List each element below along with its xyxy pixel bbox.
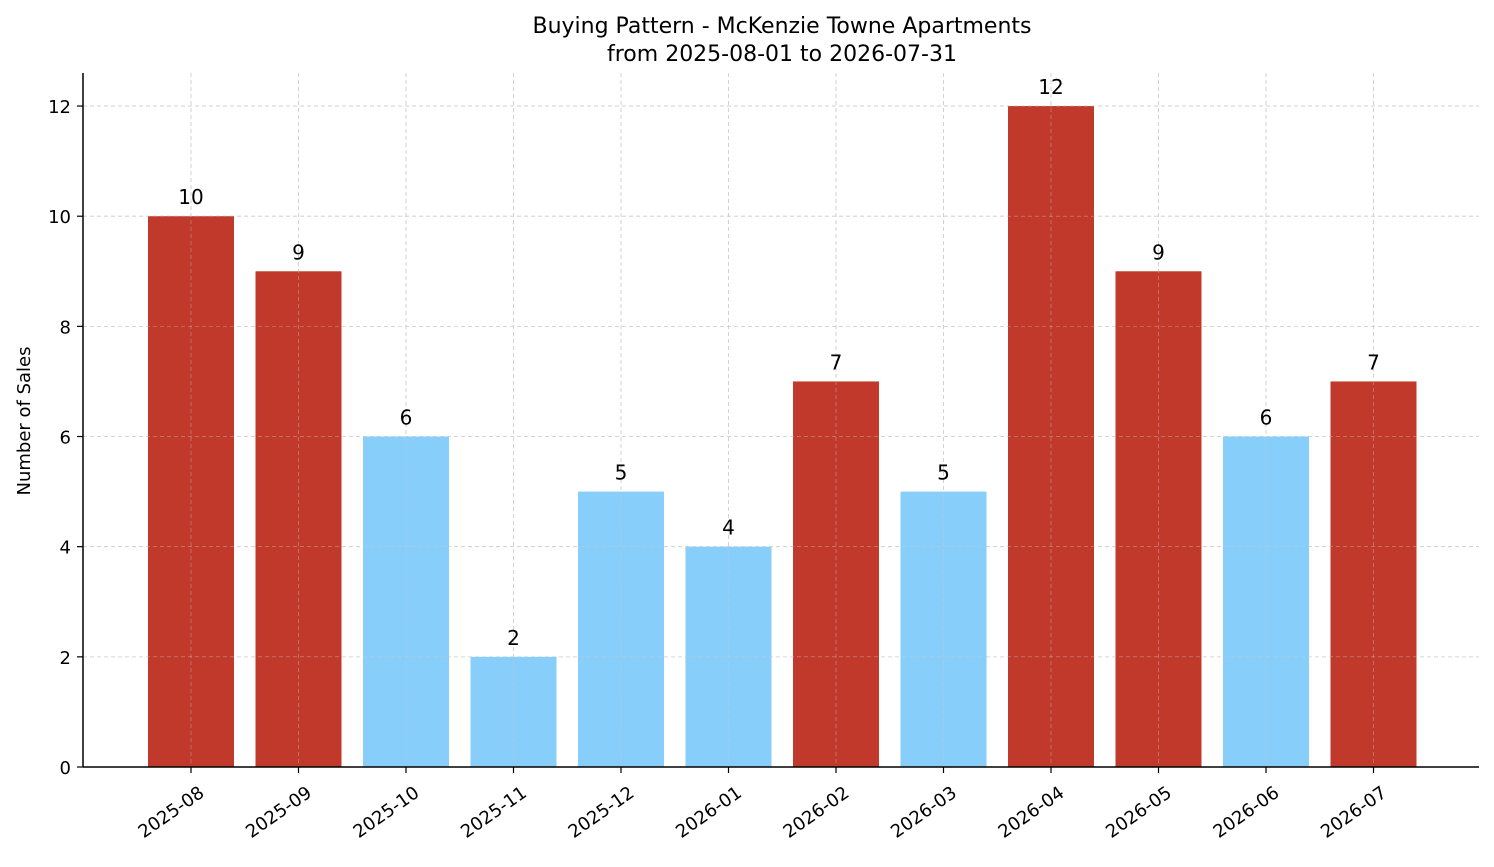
bar-value-label: 12 — [1038, 75, 1063, 99]
y-tick-label: 2 — [60, 648, 71, 669]
bar-value-label: 9 — [292, 240, 305, 264]
y-tick-label: 12 — [48, 97, 71, 118]
bar-value-label: 5 — [615, 461, 628, 485]
bar-value-label: 10 — [178, 185, 203, 209]
axes — [82, 73, 1479, 768]
bar-value-label: 6 — [400, 406, 413, 430]
x-tick-label: 2026-04 — [995, 782, 1069, 842]
x-tick-label: 2025-10 — [350, 782, 424, 842]
x-tick-label: 2026-01 — [672, 782, 746, 842]
y-tick-label: 8 — [60, 317, 71, 338]
x-tick-label: 2025-12 — [565, 782, 639, 842]
bar-value-label: 6 — [1260, 406, 1273, 430]
y-axis-label: Number of Sales — [14, 346, 35, 495]
data-labels: 10 9 6 2 5 4 7 5 12 9 6 7 — [178, 75, 1380, 650]
x-tick-label: 2026-05 — [1102, 782, 1176, 842]
bar-value-label: 2 — [507, 626, 520, 650]
x-tick-label: 2026-06 — [1210, 782, 1284, 842]
y-tick-label: 10 — [48, 207, 71, 228]
x-tick-label: 2025-11 — [457, 782, 531, 842]
chart-title: Buying Pattern - McKenzie Towne Apartmen… — [532, 14, 1031, 39]
bar-value-label: 4 — [722, 516, 735, 540]
y-tick-label: 0 — [60, 758, 71, 779]
bar-value-label: 7 — [830, 350, 843, 374]
x-tick-label: 2025-08 — [135, 782, 209, 842]
x-tick-label: 2026-07 — [1317, 782, 1391, 842]
bar-value-label: 5 — [937, 461, 950, 485]
y-tick-label: 4 — [60, 538, 71, 559]
bar-value-label: 9 — [1152, 240, 1165, 264]
y-tick-label: 6 — [60, 428, 71, 449]
x-ticks: 2025-08 2025-09 2025-10 2025-11 2025-12 2026-… — [135, 767, 1391, 843]
chart-subtitle: from 2025-08-01 to 2026-07-31 — [607, 42, 957, 67]
x-tick-label: 2025-09 — [242, 782, 316, 842]
x-tick-label: 2026-03 — [887, 782, 961, 842]
y-ticks: 0 2 4 6 8 10 12 — [48, 97, 83, 779]
bar-value-label: 7 — [1367, 350, 1380, 374]
x-tick-label: 2026-02 — [780, 782, 854, 842]
